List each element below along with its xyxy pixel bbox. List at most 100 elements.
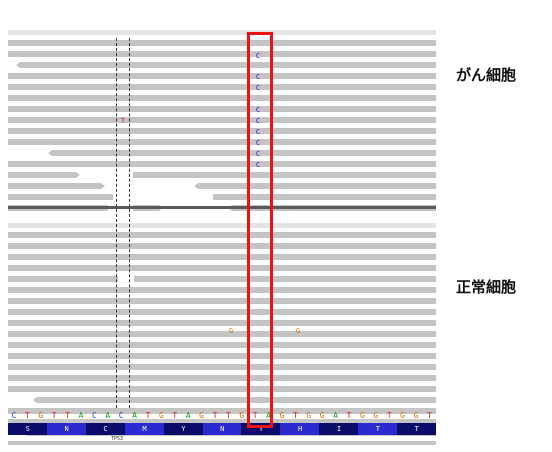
sequence-read[interactable] <box>8 287 436 293</box>
normal-coverage-strip <box>8 223 436 228</box>
reference-base: T <box>346 411 352 420</box>
amino-acid: N <box>202 423 242 435</box>
sequence-read[interactable] <box>8 243 436 249</box>
amino-acid: N <box>46 423 87 435</box>
sequence-read[interactable] <box>8 95 436 101</box>
sequence-read[interactable] <box>8 84 436 90</box>
sequence-read[interactable] <box>8 386 436 392</box>
sequence-read[interactable] <box>8 106 436 112</box>
mismatch-base: G <box>295 327 301 335</box>
mismatch-base: C <box>255 150 261 158</box>
sequence-read[interactable] <box>8 353 436 359</box>
sequence-read[interactable] <box>8 128 436 134</box>
reference-base: G <box>239 411 245 420</box>
track-divider[interactable] <box>8 206 436 209</box>
amino-acid: C <box>85 423 126 435</box>
sequence-read[interactable] <box>8 117 436 123</box>
mismatch-base: C <box>255 73 261 81</box>
reference-base: A <box>105 411 111 420</box>
amino-acid: Y <box>163 423 204 435</box>
reference-base: G <box>306 411 312 420</box>
sequence-read[interactable] <box>8 194 113 200</box>
mismatch-base: C <box>255 84 261 92</box>
amino-acid: H <box>280 423 320 435</box>
amino-acid: T <box>358 423 398 435</box>
sequence-read[interactable] <box>8 139 436 145</box>
tumor-read-track[interactable] <box>8 38 436 211</box>
sequence-read[interactable] <box>134 276 436 282</box>
variant-highlight-box <box>247 32 273 428</box>
reference-base: G <box>38 411 44 420</box>
sequence-read[interactable] <box>16 62 436 68</box>
sequence-read[interactable] <box>8 73 436 79</box>
center-line-left <box>116 38 117 408</box>
sequence-read[interactable] <box>8 40 436 46</box>
sequence-read[interactable] <box>8 408 436 414</box>
sequence-read[interactable] <box>8 298 436 304</box>
amino-acid: I <box>319 423 359 435</box>
alignment-viewer[interactable]: C C C C C C C C C C T G G CTGTTACACATGTA… <box>8 8 436 445</box>
sequence-read[interactable] <box>8 320 436 326</box>
reference-base: A <box>78 411 84 420</box>
sequence-read[interactable] <box>8 183 105 189</box>
reference-base: G <box>319 411 325 420</box>
reference-base: A <box>132 411 137 420</box>
amino-acid: S <box>8 423 48 435</box>
reference-base: G <box>400 411 405 420</box>
sequence-read[interactable] <box>8 364 436 370</box>
amino-acid: M <box>124 423 165 435</box>
sequence-read[interactable] <box>33 397 436 403</box>
reference-base: T <box>212 411 218 420</box>
gene-label: TP53 <box>111 436 124 442</box>
mismatch-base: C <box>255 161 261 169</box>
reference-base: T <box>24 411 30 420</box>
sequence-read[interactable] <box>8 265 436 271</box>
reference-base: T <box>225 411 231 420</box>
sequence-read[interactable] <box>8 375 436 381</box>
sequence-read[interactable] <box>8 419 436 425</box>
reference-base: T <box>426 411 432 420</box>
sequence-read[interactable] <box>68 161 436 167</box>
mismatch-base: C <box>255 106 261 114</box>
reference-base: T <box>145 411 151 420</box>
sequence-read[interactable] <box>8 309 436 315</box>
mismatch-base: C <box>255 128 261 136</box>
reference-base: G <box>279 411 285 420</box>
mismatch-base: G <box>228 327 234 335</box>
reference-base: G <box>413 411 419 420</box>
sequence-read[interactable] <box>213 194 436 200</box>
reference-base: T <box>172 411 178 420</box>
reference-base: A <box>266 411 271 420</box>
sequence-read[interactable] <box>8 276 118 282</box>
sequence-read[interactable] <box>8 342 436 348</box>
reference-base: T <box>292 411 298 420</box>
reference-base: C <box>91 411 97 420</box>
reference-base: T <box>65 411 70 420</box>
sequence-read[interactable] <box>8 254 436 260</box>
center-line-right <box>129 38 130 408</box>
sequence-read[interactable] <box>48 150 436 156</box>
reference-base: A <box>333 411 338 420</box>
sequence-read[interactable] <box>8 172 80 178</box>
sequence-read[interactable] <box>194 183 436 189</box>
mismatch-base: C <box>255 139 261 147</box>
sequence-read[interactable] <box>8 161 118 167</box>
sequence-read[interactable] <box>8 441 436 445</box>
normal-read-track[interactable] <box>8 230 436 445</box>
reference-base: A <box>185 411 191 420</box>
sequence-read[interactable] <box>8 232 436 238</box>
sequence-read[interactable] <box>8 51 436 57</box>
reference-base: G <box>359 411 365 420</box>
normal-cells-label: 正常細胞 <box>456 278 517 296</box>
sequence-read[interactable] <box>133 172 436 178</box>
reference-base: T <box>252 411 258 420</box>
mismatch-base: T <box>120 117 126 125</box>
reference-base: T <box>386 411 392 420</box>
reference-base: G <box>158 411 164 420</box>
amino-acid: T <box>397 423 436 435</box>
mismatch-base: C <box>255 117 261 125</box>
sequence-read[interactable] <box>8 331 436 337</box>
reference-base: G <box>373 411 379 420</box>
